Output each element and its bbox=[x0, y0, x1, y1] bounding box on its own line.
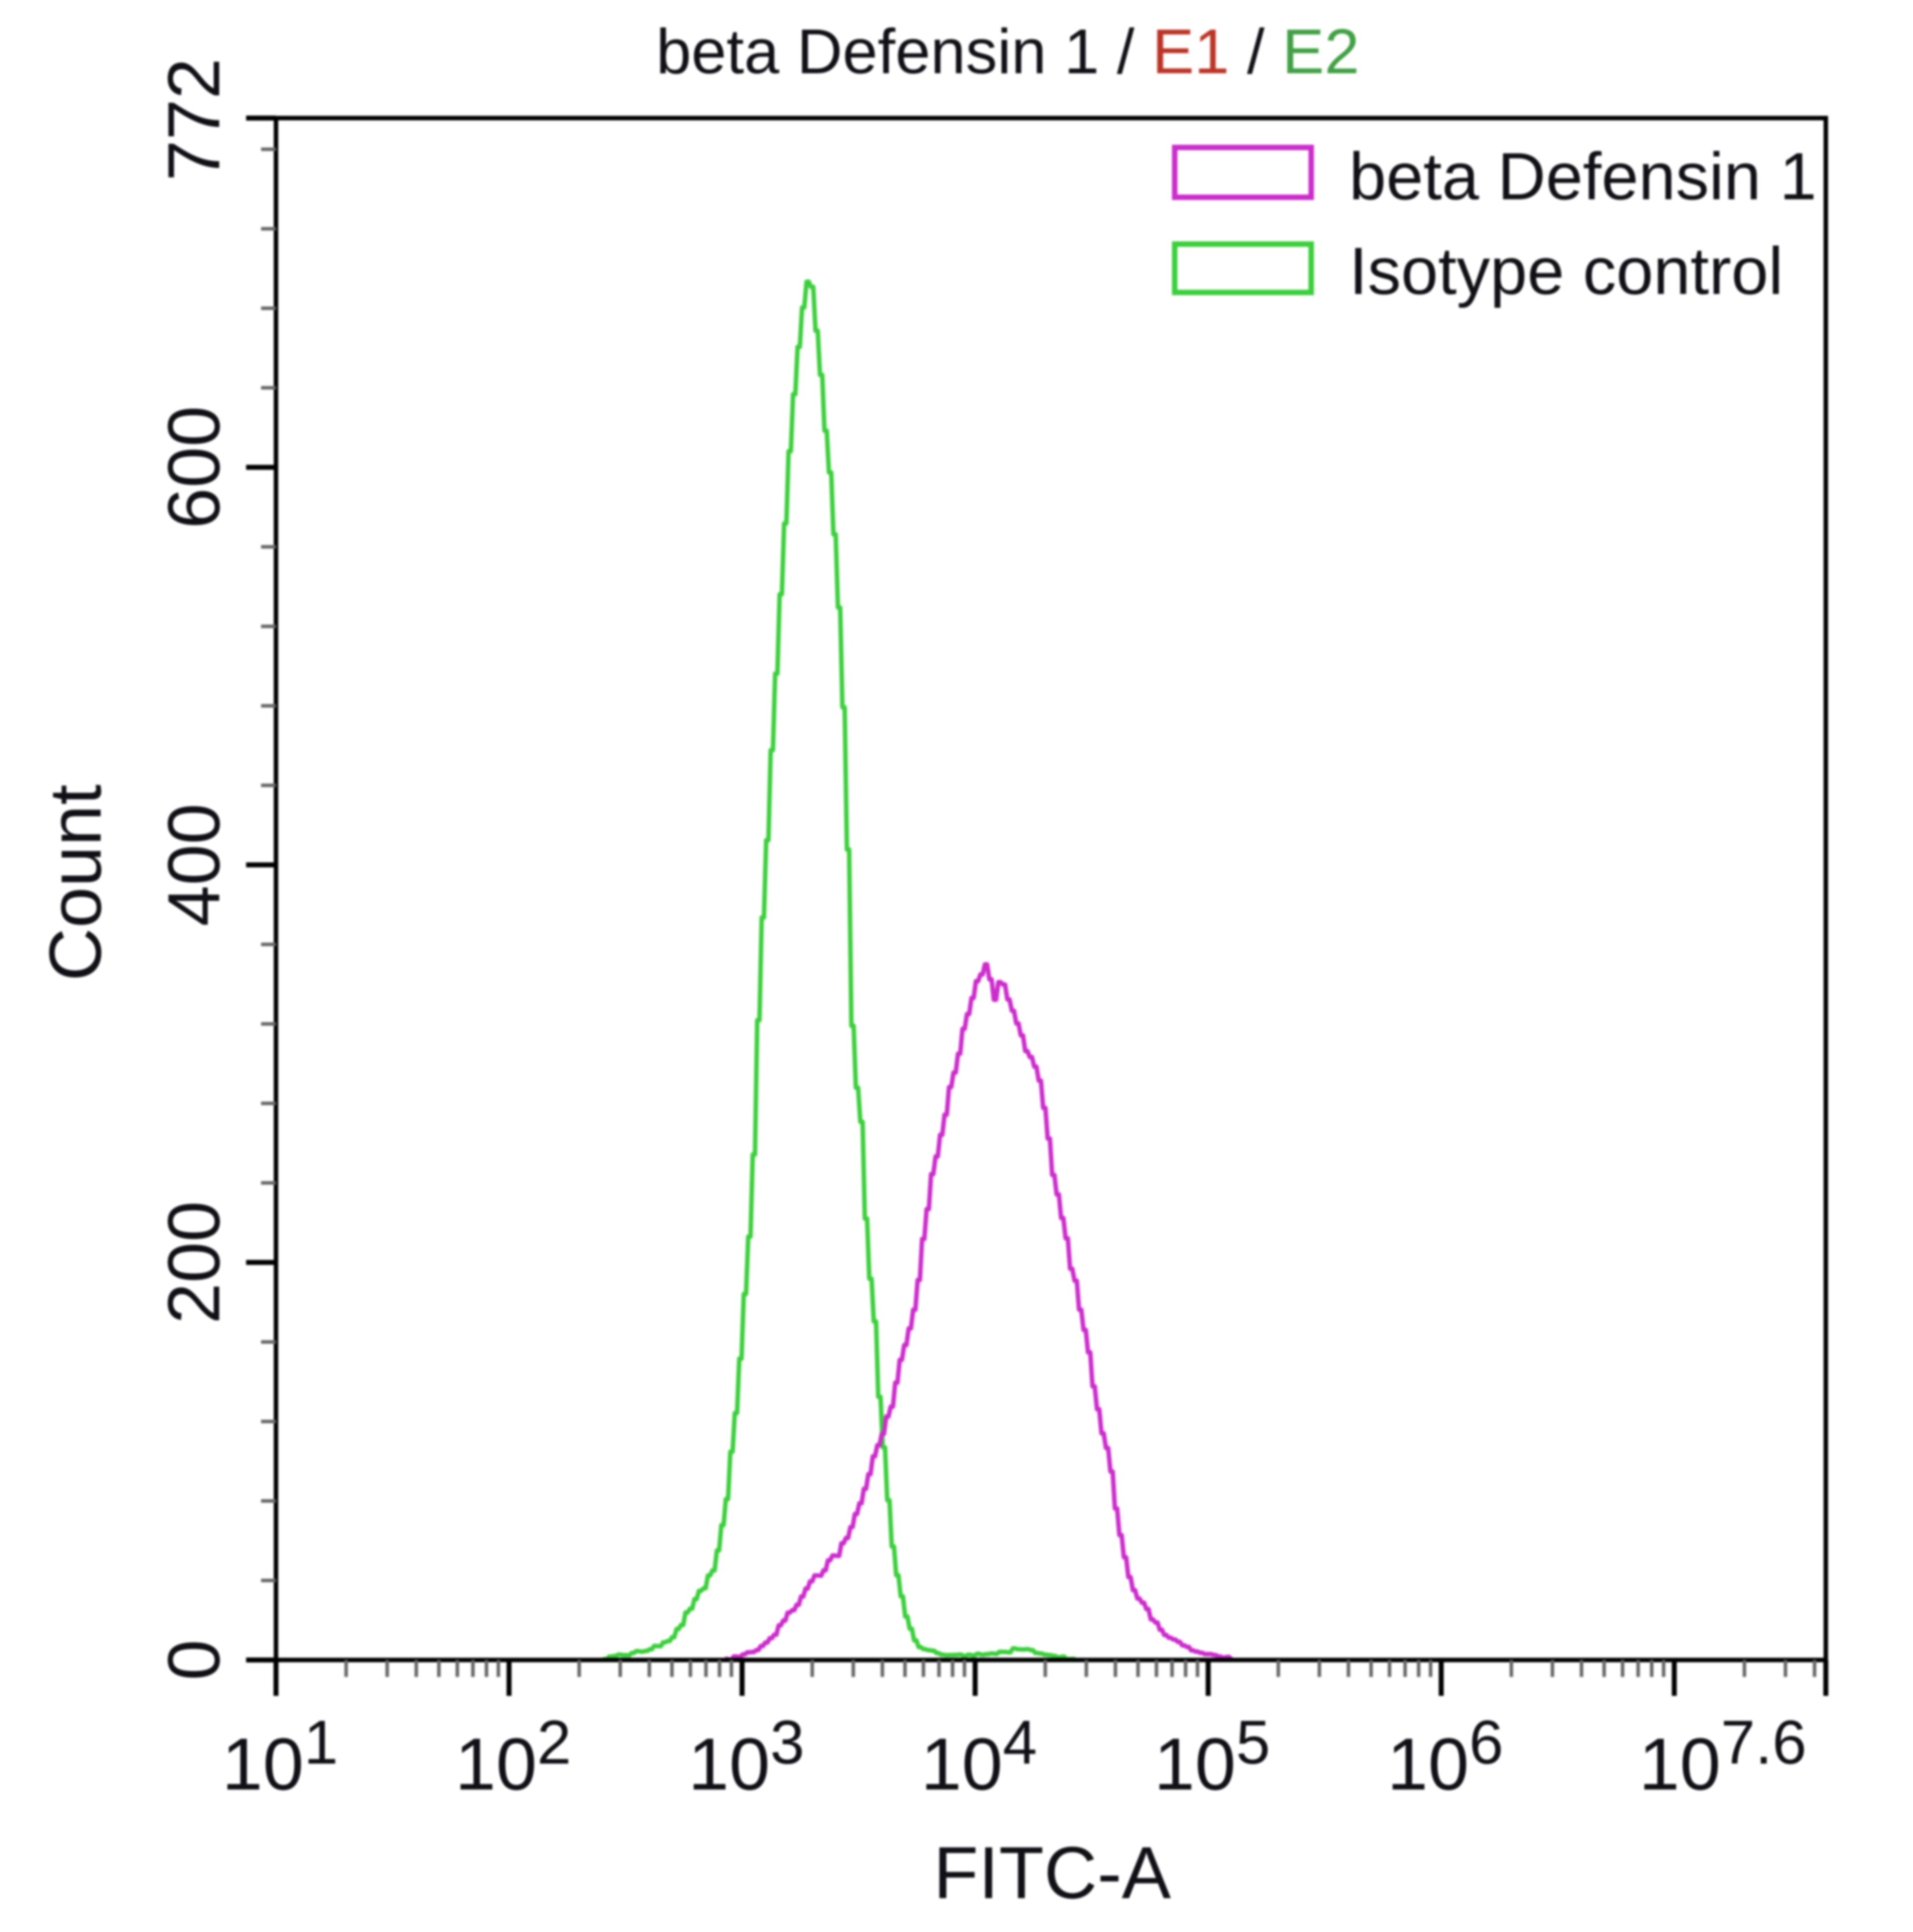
svg-text:105: 105 bbox=[1154, 1708, 1270, 1805]
svg-text:FITC-A: FITC-A bbox=[934, 1832, 1171, 1914]
svg-text:beta Defensin 1: beta Defensin 1 bbox=[1349, 139, 1817, 214]
svg-text:Isotype control: Isotype control bbox=[1349, 234, 1783, 308]
svg-text:0: 0 bbox=[153, 1640, 235, 1680]
svg-text:772: 772 bbox=[153, 58, 235, 181]
svg-text:101: 101 bbox=[222, 1708, 338, 1805]
svg-text:beta Defensin 1 / E1 / E2: beta Defensin 1 / E1 / E2 bbox=[656, 16, 1360, 87]
svg-text:600: 600 bbox=[153, 406, 235, 529]
svg-text:104: 104 bbox=[921, 1708, 1037, 1805]
svg-text:Count: Count bbox=[34, 785, 117, 981]
svg-text:400: 400 bbox=[153, 804, 235, 927]
svg-text:200: 200 bbox=[153, 1201, 235, 1324]
